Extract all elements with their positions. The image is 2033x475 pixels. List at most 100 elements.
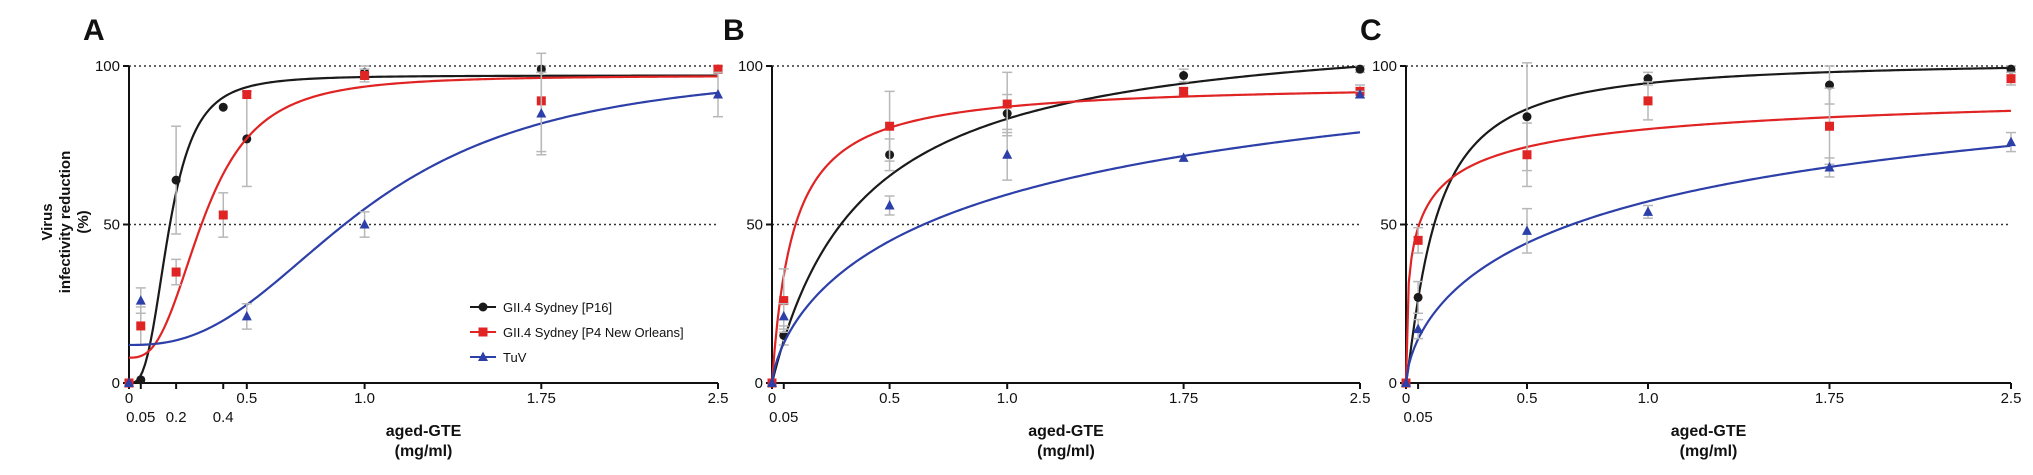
fit-curve-gii-4-sydney-p4-new-orleans — [770, 91, 1361, 384]
point-tuv — [778, 310, 789, 321]
point-tuv — [713, 89, 723, 99]
point-tuv — [1178, 152, 1189, 162]
x-tick-label: 0.5 — [236, 390, 257, 407]
point-gii-4-sydney-p16 — [171, 175, 181, 185]
fit-curve-gii-4-sydney-p16 — [1404, 66, 2012, 384]
point-tuv — [1002, 149, 1013, 159]
y-tick-label: 100 — [738, 58, 763, 75]
legend-marker-square — [478, 327, 488, 337]
point-tuv — [124, 377, 134, 387]
point-gii-4-sydney-p4-new-orleans — [242, 90, 252, 100]
point-gii-4-sydney-p4-new-orleans — [1643, 96, 1653, 106]
y-axis-title-line-2: infectivity reduction — [57, 151, 74, 294]
point-gii-4-sydney-p16 — [1522, 112, 1532, 122]
panel-b: B 0 50 100 0 0.05 0.5 1.0 1.75 2.5 aged-GTE (mg/ml) — [723, 14, 1370, 460]
x-tick-label: 0.4 — [213, 409, 234, 426]
point-tuv — [135, 295, 146, 305]
point-gii-4-sydney-p4-new-orleans — [218, 210, 228, 220]
x-axis-title-line-2: (mg/ml) — [1037, 443, 1095, 460]
x-axis-title-line-1: aged-GTE — [386, 423, 462, 440]
point-gii-4-sydney-p4-new-orleans — [885, 121, 895, 131]
y-axis-title-line-3: (%) — [75, 210, 92, 233]
point-gii-4-sydney-p4-new-orleans — [1002, 99, 1012, 109]
legend-item-tuv: TuV — [470, 350, 527, 365]
fit-curve-gii-4-sydney-p16 — [128, 74, 718, 385]
x-tick-label: 0.05 — [769, 409, 798, 426]
point-tuv — [2006, 136, 2016, 147]
x-tick-label: 0.5 — [1517, 390, 1538, 407]
point-gii-4-sydney-p4-new-orleans — [136, 321, 146, 331]
y-tick-label: 100 — [1372, 58, 1397, 75]
panel-letter: C — [1360, 14, 1382, 47]
point-tuv — [359, 219, 370, 229]
point-gii-4-sydney-p4-new-orleans — [1413, 235, 1423, 245]
x-tick-label: 0.5 — [879, 390, 900, 407]
legend-marker-triangle — [478, 351, 488, 361]
point-gii-4-sydney-p4-new-orleans — [171, 267, 181, 277]
legend-item-sydney-p4: GII.4 Sydney [P4 New Orleans] — [470, 325, 684, 340]
point-tuv — [1401, 377, 1411, 387]
x-tick-label: 0 — [768, 390, 776, 407]
y-tick-label: 50 — [103, 217, 120, 234]
legend-item-sydney-p16: GII.4 Sydney [P16] — [470, 300, 612, 315]
x-tick-label: 0.05 — [126, 409, 155, 426]
point-gii-4-sydney-p4-new-orleans — [1825, 121, 1834, 131]
point-gii-4-sydney-p16 — [218, 102, 228, 112]
legend-label-sydney-p4: GII.4 Sydney [P4 New Orleans] — [503, 325, 684, 340]
y-tick-label: 100 — [95, 58, 120, 75]
point-tuv — [884, 199, 895, 210]
point-tuv — [1522, 225, 1532, 235]
point-tuv — [1643, 206, 1653, 216]
point-gii-4-sydney-p4-new-orleans — [1179, 86, 1189, 96]
point-gii-4-sydney-p4-new-orleans — [2006, 74, 2016, 84]
fit-curve-gii-4-sydney-p16 — [770, 65, 1361, 384]
x-tick-label: 0.05 — [1403, 409, 1432, 426]
x-tick-label: 1.0 — [354, 390, 375, 407]
point-gii-4-sydney-p16 — [136, 375, 146, 385]
point-gii-4-sydney-p16 — [1825, 80, 1834, 90]
fit-curve-tuv — [129, 91, 719, 347]
y-tick-label: 0 — [755, 375, 763, 392]
point-gii-4-sydney-p4-new-orleans — [713, 64, 723, 74]
y-tick-label: 0 — [112, 375, 120, 392]
y-tick-label: 0 — [1389, 375, 1397, 392]
panel-a: A 0 50 100 0 0.05 0.2 0.40.5 1.0 1.75 2.5 aged-GTE (… — [83, 14, 728, 460]
point-gii-4-sydney-p16 — [1179, 71, 1189, 81]
point-tuv — [241, 310, 252, 321]
panel-c: C 0 50 100 0 0.05 0.5 1.0 1.75 2.5 aged-GTE (mg/ml) — [1360, 14, 2021, 460]
fit-curve-gii-4-sydney-p4-new-orleans — [1404, 109, 2012, 384]
point-gii-4-sydney-p4-new-orleans — [1522, 150, 1532, 160]
x-tick-label: 2.5 — [1350, 390, 1371, 407]
point-tuv — [1355, 89, 1365, 99]
point-gii-4-sydney-p16 — [1643, 74, 1653, 84]
panel-letter: A — [83, 14, 105, 47]
point-tuv — [767, 377, 777, 387]
x-axis-title-line-1: aged-GTE — [1671, 423, 1747, 440]
panel-letter: B — [723, 14, 745, 47]
x-tick-label: 1.75 — [1169, 390, 1198, 407]
x-tick-label: 1.75 — [527, 390, 556, 407]
x-tick-label: 0 — [125, 390, 133, 407]
y-axis-title: Virus infectivity reduction (%) — [39, 151, 92, 294]
fit-curve-tuv — [770, 131, 1361, 384]
point-gii-4-sydney-p4-new-orleans — [360, 71, 370, 81]
fit-curve-tuv — [1404, 144, 2012, 384]
x-tick-label: 1.75 — [1815, 390, 1844, 407]
point-tuv — [536, 108, 547, 118]
y-tick-label: 50 — [746, 217, 763, 234]
x-tick-label: 2.5 — [708, 390, 729, 407]
point-gii-4-sydney-p16 — [2006, 64, 2016, 74]
x-tick-label: 0 — [1402, 390, 1410, 407]
legend-label-tuv: TuV — [503, 350, 527, 365]
y-axis-title-line-1: Virus — [39, 203, 56, 240]
point-gii-4-sydney-p16 — [1355, 64, 1365, 74]
fit-curve-gii-4-sydney-p4-new-orleans — [128, 75, 719, 359]
legend: GII.4 Sydney [P16] GII.4 Sydney [P4 New … — [470, 300, 684, 365]
legend-label-sydney-p16: GII.4 Sydney [P16] — [503, 300, 612, 315]
x-tick-label: 0.2 — [166, 409, 187, 426]
x-axis-title-line-2: (mg/ml) — [395, 443, 453, 460]
x-tick-label: 2.5 — [2001, 390, 2022, 407]
point-gii-4-sydney-p4-new-orleans — [779, 296, 789, 306]
x-tick-label: 1.0 — [1638, 390, 1659, 407]
